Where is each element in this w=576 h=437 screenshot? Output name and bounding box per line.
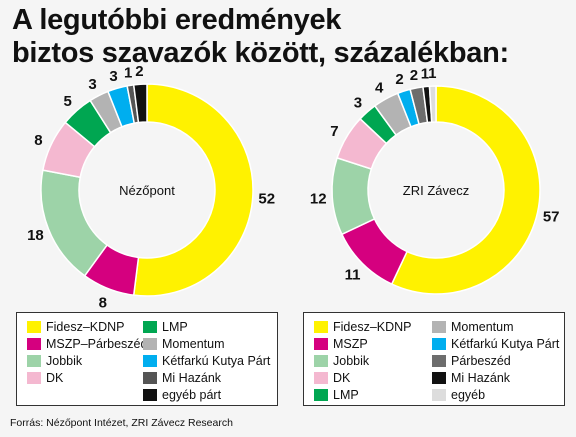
legend-item: Mi Hazánk (143, 370, 221, 386)
value-label: 1 (124, 64, 132, 81)
legend-swatch (143, 372, 157, 384)
legend-label: LMP (162, 320, 188, 334)
legend-label: LMP (333, 388, 359, 402)
value-label: 2 (395, 71, 403, 88)
value-label: 2 (410, 67, 418, 84)
legend-label: DK (46, 371, 64, 385)
legend-item: Momentum (432, 319, 514, 335)
source-note: Forrás: Nézőpont Intézet, ZRI Závecz Res… (10, 417, 233, 429)
legend-item: egyéb párt (143, 387, 221, 403)
legend-swatch (432, 355, 446, 367)
slice-jobbik (40, 169, 109, 277)
center-label: Nézőpont (119, 183, 175, 198)
legend-swatch (432, 338, 446, 350)
legend-swatch (27, 355, 41, 367)
legend-label: egyéb (451, 388, 486, 402)
legend-swatch (27, 372, 41, 384)
value-label: 11 (345, 266, 361, 283)
legend-swatch (432, 372, 446, 384)
slice-egy-b (428, 85, 437, 123)
legend-item: LMP (314, 387, 359, 403)
legend-nezopont: Fidesz–KDNP MSZP–Párbeszéd Jobbik DK LMP Mome… (16, 312, 278, 406)
legend-swatch (143, 355, 157, 367)
legend-item: LMP (143, 319, 188, 335)
value-label: 2 (135, 63, 143, 80)
legend-swatch (314, 372, 328, 384)
center-label: ZRI Závecz (403, 183, 469, 198)
value-label: 52 (258, 191, 275, 208)
legend-item: MSZP–Párbeszéd (27, 336, 147, 352)
legend-swatch (27, 321, 41, 333)
value-label: 57 (543, 209, 560, 226)
legend-item: DK (27, 370, 63, 386)
value-label: 1 (428, 65, 436, 82)
legend-label: Kétfarkú Kutya Párt (451, 337, 560, 351)
value-label: 7 (330, 123, 338, 140)
value-label: 3 (88, 76, 96, 93)
legend-label: Párbeszéd (451, 354, 511, 368)
legend-zri-zavecz: Fidesz–KDNP MSZP Jobbik DK LMP Momentum Kétfar… (303, 312, 565, 406)
legend-label: Fidesz–KDNP (333, 320, 412, 334)
legend-label: Fidesz–KDNP (46, 320, 125, 334)
legend-item: Jobbik (27, 353, 82, 369)
legend-item: Mi Hazánk (432, 370, 510, 386)
legend-item: DK (314, 370, 350, 386)
value-label: 5 (63, 93, 71, 110)
value-label: 8 (99, 295, 107, 312)
legend-label: Mi Hazánk (162, 371, 222, 385)
legend-item: Kétfarkú Kutya Párt (432, 336, 559, 352)
legend-item: Fidesz–KDNP (27, 319, 125, 335)
value-label: 12 (310, 190, 327, 207)
legend-item: MSZP (314, 336, 368, 352)
legend-swatch (432, 389, 446, 401)
legend-swatch (314, 389, 328, 401)
legend-swatch (143, 321, 157, 333)
slice-fidesz-kdnp (390, 85, 541, 295)
title-line-2: biztos szavazók között, százalékban: (12, 37, 509, 69)
legend-label: MSZP (333, 337, 368, 351)
value-label: 1 (421, 66, 429, 83)
legend-item: Momentum (143, 336, 225, 352)
legend-item: Fidesz–KDNP (314, 319, 412, 335)
value-label: 3 (109, 68, 117, 85)
legend-label: egyéb párt (162, 388, 222, 402)
value-label: 8 (34, 132, 42, 149)
legend-label: Jobbik (333, 354, 370, 368)
slice-fidesz-kdnp (132, 83, 254, 297)
legend-swatch (314, 355, 328, 367)
value-label: 4 (375, 80, 384, 97)
legend-label: Mi Hazánk (451, 371, 511, 385)
legend-swatch (432, 321, 446, 333)
legend-swatch (143, 389, 157, 401)
title-line-1: A legutóbbi eredmények (12, 4, 342, 36)
chart-title: A legutóbbi eredmények biztos szavazók k… (12, 4, 572, 70)
legend-label: DK (333, 371, 351, 385)
value-label: 18 (27, 227, 44, 244)
legend-item: Kétfarkú Kutya Párt (143, 353, 270, 369)
value-label: 3 (354, 94, 362, 111)
slice-egy-b-p-rt (132, 83, 148, 124)
legend-label: Jobbik (46, 354, 83, 368)
legend-swatch (314, 338, 328, 350)
legend-item: Párbeszéd (432, 353, 511, 369)
legend-label: MSZP–Párbeszéd (46, 337, 148, 351)
legend-label: Momentum (162, 337, 225, 351)
legend-swatch (27, 338, 41, 350)
legend-item: Jobbik (314, 353, 369, 369)
legend-label: Kétfarkú Kutya Párt (162, 354, 271, 368)
legend-swatch (314, 321, 328, 333)
legend-item: egyéb (432, 387, 485, 403)
legend-label: Momentum (451, 320, 514, 334)
legend-swatch (143, 338, 157, 350)
